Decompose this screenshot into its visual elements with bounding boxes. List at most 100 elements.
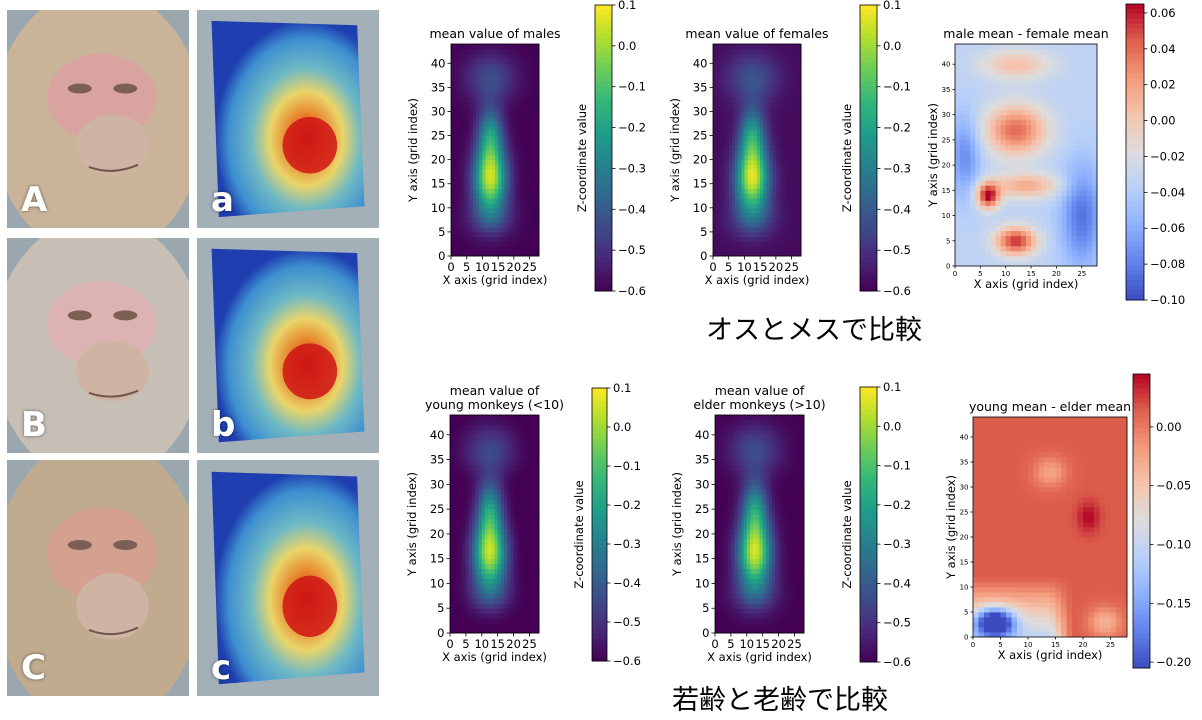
heatmap-cell <box>491 623 495 629</box>
heatmap-cell <box>719 135 723 141</box>
heatmap-cell <box>519 504 524 510</box>
heatmap-cell <box>494 628 499 634</box>
heatmap-cell <box>985 104 991 110</box>
heatmap-cell <box>1015 255 1022 262</box>
heatmap-cell <box>1071 119 1078 126</box>
colorbar-segment <box>860 19 877 25</box>
heatmap-cell <box>750 87 755 93</box>
heatmap-cell <box>1086 190 1093 196</box>
heatmap-cell <box>491 44 496 50</box>
heatmap-cell <box>763 53 767 59</box>
heatmap-cell <box>1086 94 1093 100</box>
heatmap-cell <box>1091 220 1098 227</box>
heatmap-cell <box>513 159 518 165</box>
heatmap-cell <box>454 101 458 108</box>
colorbar-segment <box>860 76 877 82</box>
heatmap-cell <box>456 479 460 485</box>
heatmap-cell <box>523 241 527 247</box>
heatmap-cell <box>1051 165 1057 171</box>
heatmap-cell <box>523 251 527 257</box>
heatmap-cell <box>520 159 524 165</box>
heatmap-cell <box>970 129 976 136</box>
heatmap-cell <box>526 82 530 88</box>
heatmap-cell <box>960 139 966 146</box>
heatmap-cell <box>760 207 764 214</box>
heatmap-cell <box>766 183 770 189</box>
heatmap-cell <box>466 106 471 112</box>
heatmap-cell <box>453 524 457 530</box>
heatmap-cell <box>469 198 474 204</box>
heatmap-cell <box>462 499 467 505</box>
heatmap-cell <box>535 514 540 520</box>
heatmap-cell <box>1061 230 1067 237</box>
heatmap-cell <box>728 130 733 136</box>
heatmap-cell <box>479 87 483 93</box>
heatmap-cell <box>1000 190 1007 196</box>
heatmap-cell <box>960 260 966 267</box>
heatmap-cell <box>1000 220 1007 227</box>
heatmap-cell <box>501 231 505 238</box>
heatmap-cell <box>995 195 1002 201</box>
heatmap-cell <box>465 598 470 604</box>
colorbar-segment <box>1126 265 1144 271</box>
heatmap-cell <box>481 514 486 520</box>
heatmap-cell <box>766 63 770 69</box>
heatmap-cell <box>472 618 476 624</box>
heatmap-cell <box>713 58 717 64</box>
heatmap-cell <box>1091 245 1098 252</box>
heatmap-cell <box>457 77 461 83</box>
heatmap-cell <box>985 185 991 191</box>
heatmap-cell <box>523 628 527 634</box>
heatmap-cell <box>510 538 514 545</box>
heatmap-cell <box>960 225 966 232</box>
heatmap-cell <box>535 578 540 584</box>
heatmap-cell <box>479 217 483 223</box>
heatmap-cell <box>523 87 527 93</box>
heatmap-cell <box>460 58 464 64</box>
heatmap-cell <box>535 628 540 634</box>
y-tick-label: 35 <box>942 86 951 94</box>
heatmap-cell <box>785 169 789 175</box>
heatmap-cell <box>722 241 726 247</box>
heatmap-cell <box>744 169 748 175</box>
heatmap-cell <box>716 174 720 180</box>
heatmap-cell <box>491 217 496 223</box>
heatmap-cell <box>1071 165 1078 171</box>
heatmap-cell <box>535 538 540 545</box>
colorbar-segment <box>1126 122 1144 128</box>
heatmap-cell <box>526 528 530 535</box>
heatmap-cell <box>747 58 752 64</box>
heatmap-cell <box>488 548 492 555</box>
heatmap-cell <box>728 125 733 132</box>
heatmap-cell <box>520 251 524 257</box>
heatmap-cell <box>785 217 789 223</box>
heatmap-cell <box>510 246 515 252</box>
heatmap-cell <box>535 145 540 151</box>
heatmap-cell <box>535 72 540 79</box>
heatmap-cell <box>484 524 489 530</box>
heatmap-cell <box>716 164 720 170</box>
heatmap-cell <box>484 593 489 599</box>
heatmap-cell <box>484 519 489 525</box>
heatmap-cell <box>535 58 540 64</box>
heatmap-cell <box>788 241 792 247</box>
heatmap-cell <box>491 207 496 214</box>
heatmap-cell <box>735 48 739 55</box>
heatmap-cell <box>757 72 761 79</box>
heatmap-cell <box>965 170 971 176</box>
heatmap-cell <box>472 583 476 589</box>
heatmap-cell <box>1076 124 1083 131</box>
heatmap-cell <box>753 53 758 59</box>
heatmap-cell <box>1036 160 1042 166</box>
heatmap-cell <box>970 74 976 80</box>
heatmap-cell <box>472 543 476 550</box>
heatmap-cell <box>1056 54 1062 60</box>
heatmap-cell <box>1010 215 1017 221</box>
heatmap-cell <box>753 150 758 156</box>
heatmap-cell <box>1015 160 1022 166</box>
heatmap-cell <box>757 77 761 83</box>
heatmap-cell <box>1081 225 1088 232</box>
heatmap-cell <box>1066 160 1073 166</box>
heatmap-cell <box>513 236 518 242</box>
heatmap-cell <box>788 174 792 180</box>
